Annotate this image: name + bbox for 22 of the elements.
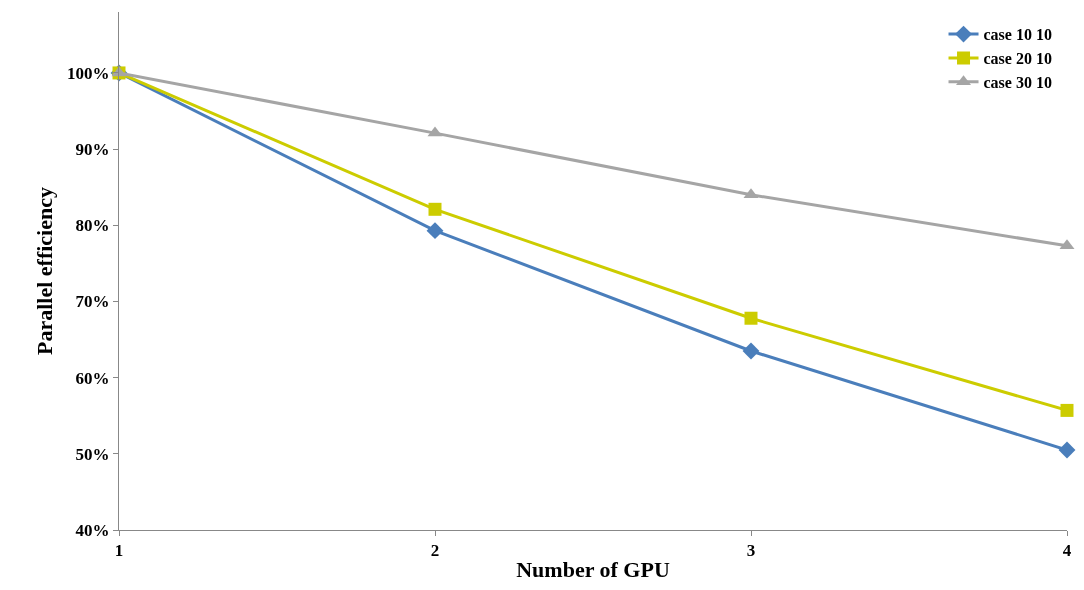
y-tick-label: 50%: [75, 444, 110, 464]
y-axis-title: Parallel efficiency: [31, 187, 57, 355]
legend-label: case 20 10: [983, 50, 1052, 68]
point: [742, 342, 760, 360]
legend-label: case 10 10: [983, 26, 1052, 44]
x-tick-label: 1: [114, 541, 124, 561]
point: [1060, 403, 1074, 417]
y-tick-label: 100%: [67, 63, 110, 83]
legend-label: case 30 10: [983, 73, 1052, 91]
y-tick-label: 70%: [75, 292, 110, 312]
point: [1058, 441, 1076, 459]
x-tick-label: 2: [430, 541, 440, 561]
point: [426, 222, 444, 240]
point: [744, 311, 758, 325]
y-tick-label: 40%: [75, 520, 110, 540]
y-tick-label: 90%: [75, 140, 110, 160]
x-axis-title: Number of GPU: [516, 557, 670, 583]
y-tick-label: 80%: [75, 216, 110, 236]
point: [428, 202, 442, 216]
x-tick-label: 4: [1062, 541, 1072, 561]
x-tick-label: 3: [746, 541, 756, 561]
y-tick-label: 60%: [75, 368, 110, 388]
